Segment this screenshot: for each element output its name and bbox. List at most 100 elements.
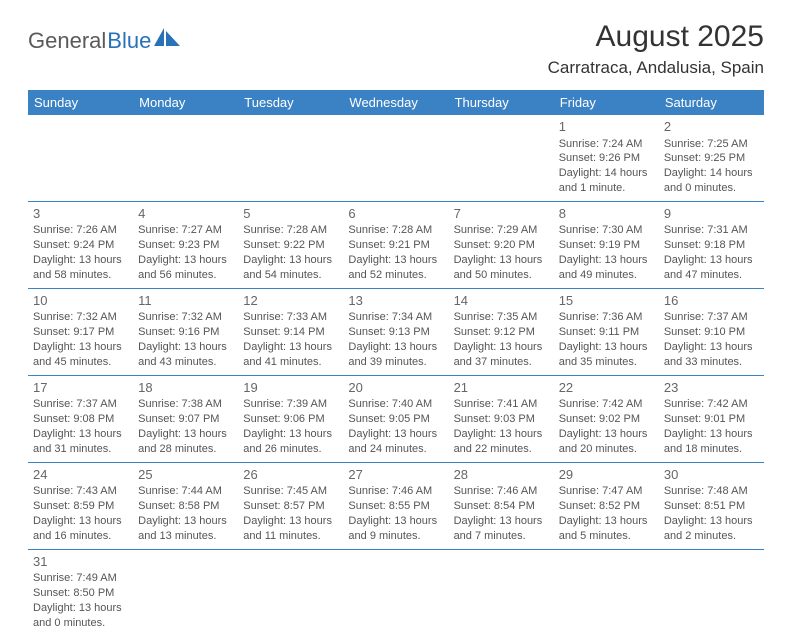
day-number: 5 (243, 205, 338, 223)
calendar-day: 7Sunrise: 7:29 AMSunset: 9:20 PMDaylight… (449, 201, 554, 288)
sunrise-text: Sunrise: 7:33 AM (243, 310, 338, 325)
day-number: 1 (559, 118, 654, 136)
daylight-text: and 33 minutes. (664, 355, 759, 370)
calendar-empty (659, 549, 764, 635)
daylight-text: and 35 minutes. (559, 355, 654, 370)
sunset-text: Sunset: 9:06 PM (243, 412, 338, 427)
daylight-text: Daylight: 13 hours (559, 253, 654, 268)
daylight-text: and 52 minutes. (348, 268, 443, 283)
daylight-text: Daylight: 13 hours (348, 427, 443, 442)
calendar-day: 8Sunrise: 7:30 AMSunset: 9:19 PMDaylight… (554, 201, 659, 288)
sunset-text: Sunset: 8:50 PM (33, 586, 128, 601)
daylight-text: Daylight: 13 hours (33, 340, 128, 355)
calendar-day: 27Sunrise: 7:46 AMSunset: 8:55 PMDayligh… (343, 462, 448, 549)
daylight-text: and 54 minutes. (243, 268, 338, 283)
sunrise-text: Sunrise: 7:45 AM (243, 484, 338, 499)
calendar-day: 19Sunrise: 7:39 AMSunset: 9:06 PMDayligh… (238, 375, 343, 462)
daylight-text: and 58 minutes. (33, 268, 128, 283)
daylight-text: Daylight: 13 hours (454, 340, 549, 355)
logo-text-1: General (28, 28, 106, 54)
calendar-day: 3Sunrise: 7:26 AMSunset: 9:24 PMDaylight… (28, 201, 133, 288)
sunset-text: Sunset: 8:59 PM (33, 499, 128, 514)
sail-icon (154, 28, 180, 46)
daylight-text: Daylight: 13 hours (138, 253, 233, 268)
sunset-text: Sunset: 9:23 PM (138, 238, 233, 253)
calendar-empty (133, 115, 238, 201)
calendar-body: 1Sunrise: 7:24 AMSunset: 9:26 PM Daylight… (28, 115, 764, 636)
weekday-header: Monday (133, 90, 238, 115)
calendar-day: 21Sunrise: 7:41 AMSunset: 9:03 PMDayligh… (449, 375, 554, 462)
sunrise-text: Sunrise: 7:40 AM (348, 397, 443, 412)
daylight-text: Daylight: 13 hours (33, 253, 128, 268)
calendar-empty (343, 549, 448, 635)
daylight-text: Daylight: 13 hours (138, 427, 233, 442)
sunset-text: Sunset: 8:55 PM (348, 499, 443, 514)
calendar-week: 1Sunrise: 7:24 AMSunset: 9:26 PM Daylight… (28, 115, 764, 201)
calendar-week: 24Sunrise: 7:43 AMSunset: 8:59 PMDayligh… (28, 462, 764, 549)
sunrise-text: Sunrise: 7:42 AM (664, 397, 759, 412)
daylight-text: Daylight: 13 hours (559, 427, 654, 442)
daylight-text: and 43 minutes. (138, 355, 233, 370)
daylight-text: Daylight: 13 hours (348, 514, 443, 529)
day-number: 16 (664, 292, 759, 310)
sunset-text: Sunset: 9:22 PM (243, 238, 338, 253)
daylight-text: Daylight: 13 hours (559, 340, 654, 355)
day-number: 7 (454, 205, 549, 223)
sunset-text: Sunset: 9:18 PM (664, 238, 759, 253)
sunrise-text: Sunrise: 7:48 AM (664, 484, 759, 499)
daylight-text: and 45 minutes. (33, 355, 128, 370)
sunrise-text: Sunrise: 7:29 AM (454, 223, 549, 238)
daylight-text: and 22 minutes. (454, 442, 549, 457)
daylight-text: Daylight: 13 hours (454, 514, 549, 529)
calendar-day: 13Sunrise: 7:34 AMSunset: 9:13 PMDayligh… (343, 288, 448, 375)
daylight-text: and 9 minutes. (348, 529, 443, 544)
sunset-text: Sunset: 8:52 PM (559, 499, 654, 514)
sunrise-text: Sunrise: 7:25 AM (664, 137, 759, 152)
daylight-text: Daylight: 13 hours (454, 253, 549, 268)
day-number: 19 (243, 379, 338, 397)
sunset-text: Sunset: 9:26 PM (559, 151, 654, 166)
sunrise-text: Sunrise: 7:24 AM (559, 137, 654, 152)
sunset-text: Sunset: 8:51 PM (664, 499, 759, 514)
calendar-day: 12Sunrise: 7:33 AMSunset: 9:14 PMDayligh… (238, 288, 343, 375)
weekday-header: Tuesday (238, 90, 343, 115)
weekday-header: Saturday (659, 90, 764, 115)
calendar-week: 17Sunrise: 7:37 AMSunset: 9:08 PMDayligh… (28, 375, 764, 462)
day-number: 12 (243, 292, 338, 310)
calendar-day: 11Sunrise: 7:32 AMSunset: 9:16 PMDayligh… (133, 288, 238, 375)
title-block: August 2025 Carratraca, Andalusia, Spain (548, 20, 764, 78)
daylight-text: Daylight: 13 hours (348, 253, 443, 268)
daylight-text: Daylight: 13 hours (454, 427, 549, 442)
sunrise-text: Sunrise: 7:28 AM (348, 223, 443, 238)
sunset-text: Sunset: 9:05 PM (348, 412, 443, 427)
calendar-day: 2Sunrise: 7:25 AMSunset: 9:25 PMDaylight… (659, 115, 764, 201)
sunset-text: Sunset: 9:12 PM (454, 325, 549, 340)
daylight-text: and 0 minutes. (33, 616, 128, 631)
page-header: GeneralBlue August 2025 Carratraca, Anda… (28, 20, 764, 78)
daylight-text: and 18 minutes. (664, 442, 759, 457)
day-number: 10 (33, 292, 128, 310)
day-number: 18 (138, 379, 233, 397)
calendar-day: 25Sunrise: 7:44 AMSunset: 8:58 PMDayligh… (133, 462, 238, 549)
sunrise-text: Sunrise: 7:26 AM (33, 223, 128, 238)
day-number: 28 (454, 466, 549, 484)
sunrise-text: Sunrise: 7:38 AM (138, 397, 233, 412)
calendar-day: 28Sunrise: 7:46 AMSunset: 8:54 PMDayligh… (449, 462, 554, 549)
daylight-text: and 41 minutes. (243, 355, 338, 370)
sunrise-text: Sunrise: 7:41 AM (454, 397, 549, 412)
day-number: 24 (33, 466, 128, 484)
daylight-text: Daylight: 14 hours (664, 166, 759, 181)
day-number: 6 (348, 205, 443, 223)
calendar-day: 16Sunrise: 7:37 AMSunset: 9:10 PMDayligh… (659, 288, 764, 375)
daylight-text: and 37 minutes. (454, 355, 549, 370)
daylight-text: Daylight: 13 hours (243, 514, 338, 529)
calendar-day: 18Sunrise: 7:38 AMSunset: 9:07 PMDayligh… (133, 375, 238, 462)
calendar-day: 20Sunrise: 7:40 AMSunset: 9:05 PMDayligh… (343, 375, 448, 462)
logo-text-2: Blue (107, 28, 151, 54)
sunset-text: Sunset: 9:16 PM (138, 325, 233, 340)
calendar-week: 10Sunrise: 7:32 AMSunset: 9:17 PMDayligh… (28, 288, 764, 375)
daylight-text: and 1 minute. (559, 181, 654, 196)
calendar-head: SundayMondayTuesdayWednesdayThursdayFrid… (28, 90, 764, 115)
sunset-text: Sunset: 9:14 PM (243, 325, 338, 340)
sunrise-text: Sunrise: 7:42 AM (559, 397, 654, 412)
